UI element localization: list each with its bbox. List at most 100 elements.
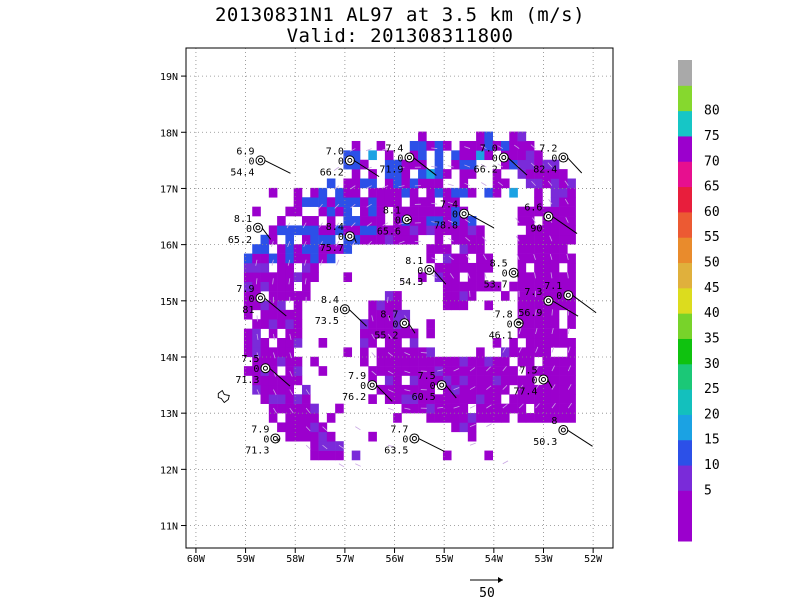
wind-cell bbox=[318, 187, 328, 198]
wind-cell bbox=[393, 347, 402, 358]
wind-cell bbox=[559, 291, 568, 301]
wind-cell bbox=[418, 169, 427, 179]
wind-cell bbox=[376, 187, 386, 198]
wind-cell bbox=[542, 234, 552, 245]
station-marker-inner bbox=[545, 298, 551, 304]
wind-cell bbox=[252, 375, 261, 386]
wind-cell bbox=[285, 234, 294, 245]
station-height-label: 55.2 bbox=[374, 330, 398, 341]
station-marker-inner bbox=[560, 427, 566, 433]
wind-cell bbox=[318, 431, 328, 442]
wind-cell bbox=[293, 244, 303, 254]
wind-arrow bbox=[272, 333, 275, 340]
wind-arrow bbox=[437, 369, 444, 372]
wind-cell bbox=[451, 281, 460, 292]
wind-cell bbox=[368, 300, 377, 311]
wind-cell bbox=[335, 403, 344, 414]
wind-barb bbox=[547, 379, 553, 388]
y-tick-label: 14N bbox=[160, 353, 178, 364]
wind-cell bbox=[517, 234, 527, 245]
x-tick-label: 52W bbox=[584, 554, 603, 565]
wind-arrow bbox=[404, 407, 411, 410]
colorbar-label: 55 bbox=[704, 230, 720, 245]
wind-arrow bbox=[431, 202, 438, 205]
wind-cell bbox=[343, 150, 353, 161]
wind-cell bbox=[418, 206, 427, 217]
wind-arrow bbox=[431, 221, 438, 224]
x-tick-label: 57W bbox=[336, 554, 355, 565]
wind-cell bbox=[360, 159, 369, 170]
wind-cell bbox=[567, 366, 576, 376]
wind-cell bbox=[550, 234, 560, 245]
wind-cell bbox=[451, 291, 460, 301]
wind-arrow bbox=[464, 182, 471, 187]
wind-cell bbox=[301, 253, 311, 264]
wind-arrow bbox=[480, 163, 487, 168]
station-marker-inner bbox=[347, 233, 353, 239]
wind-arrow bbox=[551, 346, 555, 353]
wind-cell bbox=[384, 366, 394, 376]
wind-cell bbox=[293, 197, 303, 207]
station-marker-inner bbox=[272, 435, 278, 441]
wind-arrow bbox=[289, 370, 293, 377]
wind-cell bbox=[484, 384, 493, 395]
wind-cell bbox=[401, 169, 411, 179]
wind-cell bbox=[484, 150, 493, 161]
wind-cell bbox=[426, 225, 435, 236]
wind-cell bbox=[277, 253, 286, 264]
station-temp-label: 7.8 bbox=[495, 309, 513, 320]
wind-cell bbox=[542, 328, 552, 339]
station-marker-inner bbox=[501, 155, 507, 161]
wind-cell bbox=[351, 197, 361, 207]
colorbar: 5 10 15 20 25 30 35 40 45 50 55 60 65 70 75 80 bbox=[678, 60, 720, 542]
wind-cell bbox=[409, 384, 419, 395]
wind-cell bbox=[293, 356, 303, 367]
wind-cell bbox=[500, 366, 510, 376]
wind-arrow bbox=[518, 346, 523, 353]
x-tick-label: 54W bbox=[485, 554, 504, 565]
wind-cell bbox=[268, 291, 278, 301]
wind-cell bbox=[310, 244, 319, 254]
wind-cell bbox=[285, 338, 294, 348]
wind-cell bbox=[260, 281, 270, 292]
station-temp-label: 7.4 bbox=[385, 144, 403, 155]
station-height-label: 77.4 bbox=[513, 386, 537, 397]
wind-cell bbox=[310, 272, 319, 283]
wind-cell bbox=[459, 234, 469, 245]
wind-arrow bbox=[320, 259, 323, 266]
wind-cell bbox=[409, 197, 419, 207]
station-dewpoint-label: 0 bbox=[417, 266, 423, 277]
wind-cell bbox=[310, 253, 319, 264]
wind-cell bbox=[351, 450, 361, 461]
wind-barb bbox=[269, 367, 291, 387]
wind-cell bbox=[360, 178, 369, 189]
station-marker-inner bbox=[257, 295, 263, 301]
wind-cell bbox=[277, 291, 286, 301]
wind-arrow bbox=[551, 365, 555, 372]
wind-cell bbox=[492, 338, 502, 348]
wind-cell bbox=[252, 319, 261, 329]
wind-cell bbox=[525, 394, 535, 404]
wind-cell bbox=[500, 403, 510, 414]
wind-cell bbox=[451, 300, 460, 311]
wind-cell bbox=[343, 272, 353, 283]
wind-cell bbox=[467, 244, 477, 254]
wind-barb bbox=[566, 157, 583, 174]
wind-cell bbox=[559, 169, 568, 179]
wind-cell bbox=[434, 403, 444, 414]
wind-cell bbox=[484, 300, 493, 311]
wind-cell bbox=[310, 403, 319, 414]
wind-cell bbox=[335, 450, 344, 461]
wind-cell bbox=[301, 413, 311, 423]
wind-cell bbox=[500, 178, 510, 189]
wind-arrow bbox=[387, 407, 394, 411]
colorbar-swatch bbox=[678, 110, 692, 137]
wind-cell bbox=[542, 272, 552, 283]
wind-cell bbox=[301, 216, 311, 226]
wind-arrow bbox=[469, 442, 476, 446]
wind-cell bbox=[268, 319, 278, 329]
